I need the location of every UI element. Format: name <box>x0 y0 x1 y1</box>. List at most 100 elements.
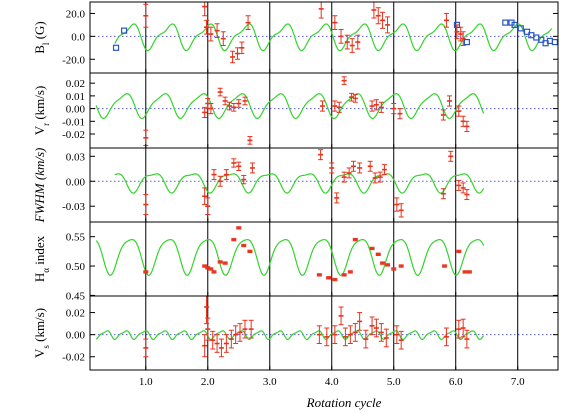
data-point <box>349 38 355 53</box>
data-point <box>226 101 232 111</box>
data-point <box>385 263 391 267</box>
data-point <box>375 252 381 256</box>
data-point <box>369 316 375 336</box>
data-point <box>204 296 210 325</box>
data-point <box>391 267 397 271</box>
data-point <box>233 325 239 344</box>
data-point <box>241 243 247 248</box>
data-point <box>237 323 243 342</box>
data-point <box>236 226 242 230</box>
data-point <box>332 277 338 282</box>
data-point <box>338 306 344 326</box>
y-tick-label: 0.02 <box>66 78 85 90</box>
data-point <box>383 328 389 348</box>
data-point <box>378 323 384 342</box>
panel-frame <box>89 72 559 149</box>
data-point <box>357 162 363 174</box>
data-point <box>217 175 223 187</box>
data-point <box>363 329 369 349</box>
y-tick-label: 0.03 <box>66 151 86 163</box>
data-point <box>456 249 462 254</box>
x-tick-label: 5.0 <box>387 376 401 388</box>
data-point <box>443 327 449 347</box>
data-point <box>394 325 400 344</box>
data-point <box>242 96 248 106</box>
blue-square <box>517 25 524 32</box>
y-axis-label: Vs (km/s) <box>32 308 51 358</box>
data-point <box>143 3 149 28</box>
data-point <box>332 325 338 344</box>
data-point <box>214 334 220 353</box>
blue-square <box>112 44 120 51</box>
data-point <box>214 23 220 38</box>
data-point <box>208 103 214 115</box>
blue-square <box>533 34 540 41</box>
data-point <box>440 109 446 121</box>
blue-square <box>523 28 531 35</box>
data-point <box>222 261 228 265</box>
data-point <box>208 267 214 271</box>
data-points <box>143 2 466 64</box>
panel-fwhm: 0.03 0.00 -0.03 FWHM (km/s) <box>32 147 559 224</box>
y-tick-label: 0.01 <box>66 91 85 103</box>
data-point <box>398 330 404 350</box>
data-point <box>332 15 338 30</box>
data-point <box>372 172 378 184</box>
blue-square <box>120 27 128 34</box>
data-point <box>352 323 358 342</box>
data-point <box>223 169 229 181</box>
data-point <box>464 189 470 201</box>
data-point <box>347 325 353 344</box>
data-point <box>220 31 226 47</box>
data-point <box>375 7 381 25</box>
data-point <box>334 192 340 204</box>
x-axis-label: Rotation cycle <box>306 395 382 410</box>
data-point <box>218 338 224 358</box>
data-point <box>373 99 379 111</box>
data-point <box>239 41 245 55</box>
panel-vr: 0.020.010.00-0.01-0.02 Vr (km/s) <box>32 72 559 149</box>
x-axis: 1.0 2.0 3.0 4.0 5.0 6.0 7.0 <box>139 376 525 388</box>
y-tick-label: 0.45 <box>66 290 86 302</box>
data-point <box>442 264 448 268</box>
data-point <box>456 179 462 191</box>
y-axis-label: Vr (km/s) <box>32 86 51 136</box>
panel-frame <box>89 1 559 74</box>
data-point <box>336 101 342 113</box>
data-point <box>235 47 241 60</box>
y-axis-label: FWHM (km/s) <box>32 148 47 224</box>
y-tick-label: 0.00 <box>66 176 86 188</box>
data-point <box>332 100 338 112</box>
data-point <box>210 330 216 350</box>
data-point <box>367 160 373 172</box>
data-point <box>460 182 466 194</box>
data-point <box>316 273 322 277</box>
data-point <box>341 171 347 183</box>
data-point <box>347 270 353 274</box>
data-point <box>380 261 386 265</box>
data-point <box>223 334 229 353</box>
data-point <box>462 270 468 274</box>
data-point <box>204 19 210 35</box>
data-point <box>230 50 236 64</box>
data-point <box>249 162 255 174</box>
data-point <box>456 105 462 117</box>
data-point <box>373 318 379 338</box>
y-tick-label: 0.00 <box>66 104 86 116</box>
panels-layer: 20.00.0-20.0Bl (G)0.020.010.00-0.01-0.02… <box>32 1 559 388</box>
data-point <box>378 101 384 113</box>
data-point <box>318 2 324 19</box>
data-point <box>338 28 344 44</box>
data-point <box>241 174 247 185</box>
data-point <box>143 270 149 274</box>
x-tick-label: 2.0 <box>201 376 215 388</box>
data-point <box>460 31 466 47</box>
model-curve <box>95 330 485 341</box>
data-point <box>344 34 350 50</box>
data-point <box>341 76 347 85</box>
x-tick-label: 3.0 <box>263 376 277 388</box>
data-point <box>231 237 237 242</box>
y-axis-label: Hα index <box>32 235 51 282</box>
data-point <box>355 34 361 50</box>
